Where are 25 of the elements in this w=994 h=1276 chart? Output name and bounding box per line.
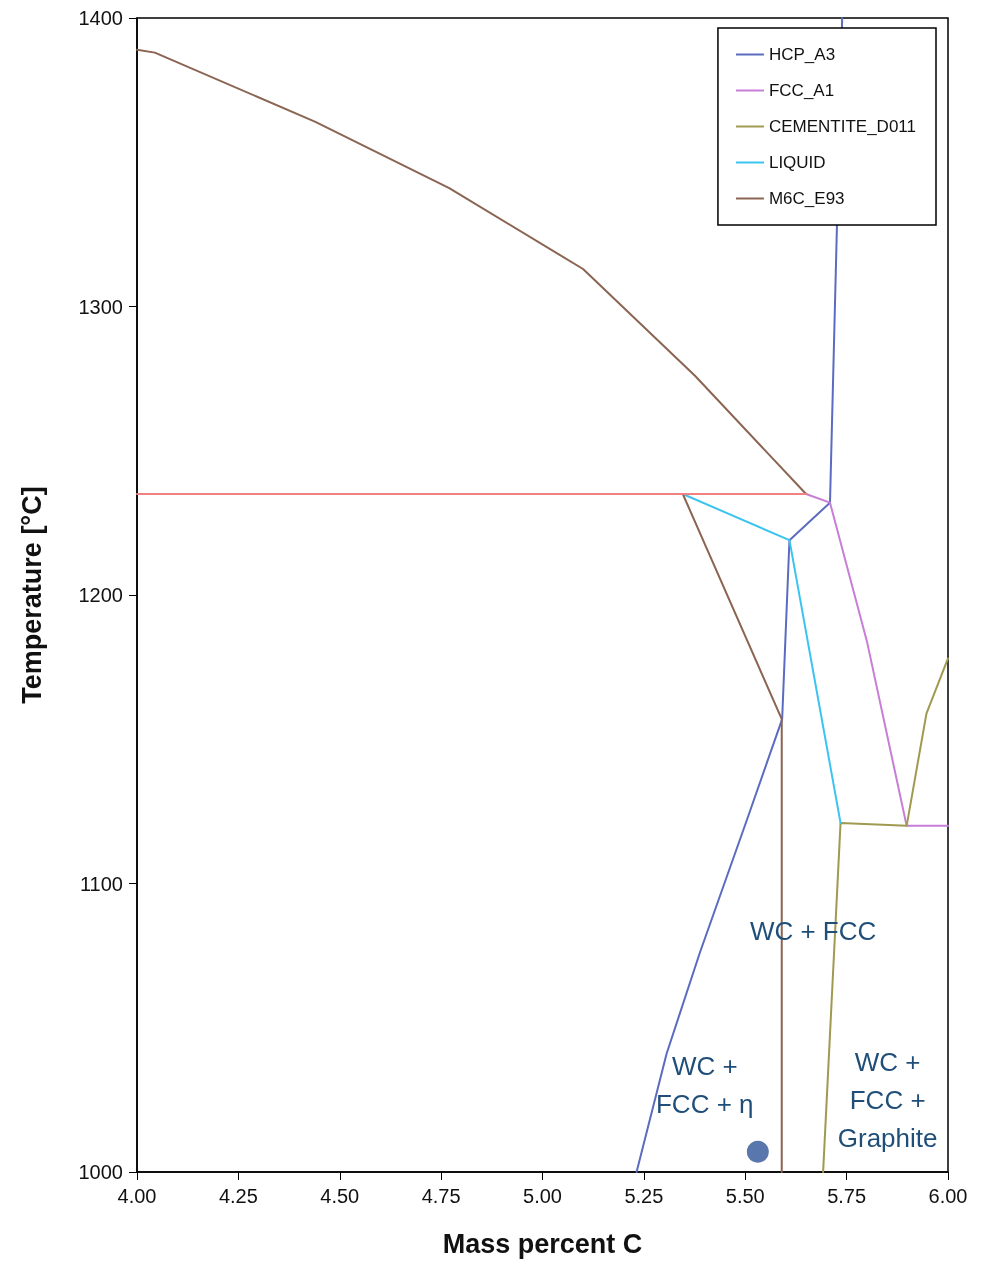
x-tick-label: 5.00	[523, 1185, 562, 1207]
x-tick-label: 4.00	[117, 1185, 157, 1207]
y-tick-label: 1400	[78, 7, 123, 29]
x-tick-label: 5.25	[624, 1185, 664, 1207]
y-tick-label: 1200	[78, 584, 123, 606]
x-tick-label: 4.50	[320, 1185, 360, 1207]
x-tick-label: 6.00	[928, 1185, 968, 1207]
x-tick-label: 5.75	[827, 1185, 867, 1207]
legend-label: CEMENTITE_D011	[768, 117, 917, 136]
line-series	[822, 657, 949, 1173]
y-tick-label: 1000	[78, 1161, 123, 1183]
x-axis-title: Mass percent C	[442, 1228, 643, 1259]
legend-label: FCC_A1	[768, 81, 835, 100]
annotation: WC + FCC + Graphite	[837, 1046, 938, 1153]
legend-label: HCP_A3	[768, 45, 836, 64]
y-axis-title: Temperature [°C]	[16, 486, 47, 704]
annotation: WC + FCC + η	[655, 1050, 754, 1119]
legend-label: LIQUID	[768, 153, 826, 172]
x-tick-label: 4.75	[421, 1185, 461, 1207]
x-tick-label: 5.50	[725, 1185, 765, 1207]
y-tick-label: 1300	[78, 295, 123, 318]
line-series	[805, 493, 949, 827]
legend-label: M6C_E93	[768, 189, 845, 208]
y-tick-label: 1100	[79, 872, 123, 895]
x-tick-label: 4.25	[218, 1185, 258, 1207]
